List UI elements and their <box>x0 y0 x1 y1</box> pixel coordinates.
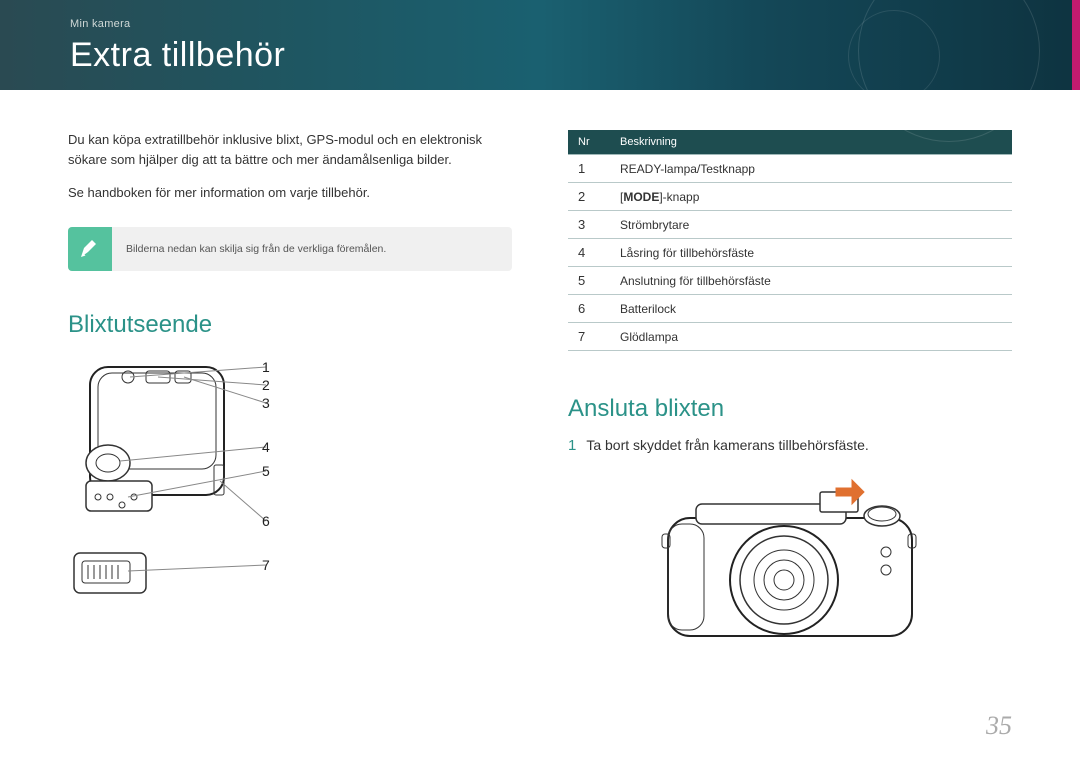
table-row: 5Anslutning för tillbehörsfäste <box>568 267 1012 295</box>
left-column: Du kan köpa extratillbehör inklusive bli… <box>68 130 512 658</box>
callout-2: 2 <box>262 377 270 393</box>
flash-diagram-row: 1 2 3 4 5 6 7 <box>68 353 512 603</box>
table-row: 2[MODE]-knapp <box>568 183 1012 211</box>
note-text: Bilderna nedan kan skilja sig från de ve… <box>112 243 400 255</box>
callout-4: 4 <box>262 439 270 455</box>
camera-diagram <box>568 478 1012 658</box>
step-text: Ta bort skyddet från kamerans tillbehörs… <box>586 437 868 454</box>
pencil-icon <box>68 227 112 271</box>
table-row: 4Låsring för tillbehörsfäste <box>568 239 1012 267</box>
page-header: Min kamera Extra tillbehör <box>0 0 1080 90</box>
page-number: 35 <box>986 711 1012 741</box>
callout-6: 6 <box>262 513 270 529</box>
table-row: 6Batterilock <box>568 295 1012 323</box>
step-number: 1 <box>568 437 576 454</box>
flash-diagram <box>68 353 248 603</box>
intro-paragraph: Du kan köpa extratillbehör inklusive bli… <box>68 130 512 169</box>
section-ansluta: Ansluta blixten <box>568 395 1012 423</box>
description-table: Nr Beskrivning 1READY-lampa/Testknapp 2[… <box>568 130 1012 351</box>
callout-5: 5 <box>262 463 270 479</box>
handbook-paragraph: Se handboken för mer information om varj… <box>68 183 512 203</box>
th-nr: Nr <box>568 130 610 155</box>
accent-bar <box>1072 0 1080 90</box>
callout-3: 3 <box>262 395 270 411</box>
note-box: Bilderna nedan kan skilja sig från de ve… <box>68 227 512 271</box>
table-row: 3Strömbrytare <box>568 211 1012 239</box>
callout-7: 7 <box>262 557 270 573</box>
step-1: 1 Ta bort skyddet från kamerans tillbehö… <box>568 437 1012 454</box>
right-column: Nr Beskrivning 1READY-lampa/Testknapp 2[… <box>568 130 1012 658</box>
callout-1: 1 <box>262 359 270 375</box>
table-row: 1READY-lampa/Testknapp <box>568 155 1012 183</box>
callout-numbers: 1 2 3 4 5 6 7 <box>262 353 270 573</box>
content-columns: Du kan köpa extratillbehör inklusive bli… <box>0 90 1080 658</box>
table-row: 7Glödlampa <box>568 323 1012 351</box>
breadcrumb: Min kamera <box>70 18 1010 30</box>
section-blixtutseende: Blixtutseende <box>68 311 512 339</box>
page-title: Extra tillbehör <box>70 36 1010 75</box>
